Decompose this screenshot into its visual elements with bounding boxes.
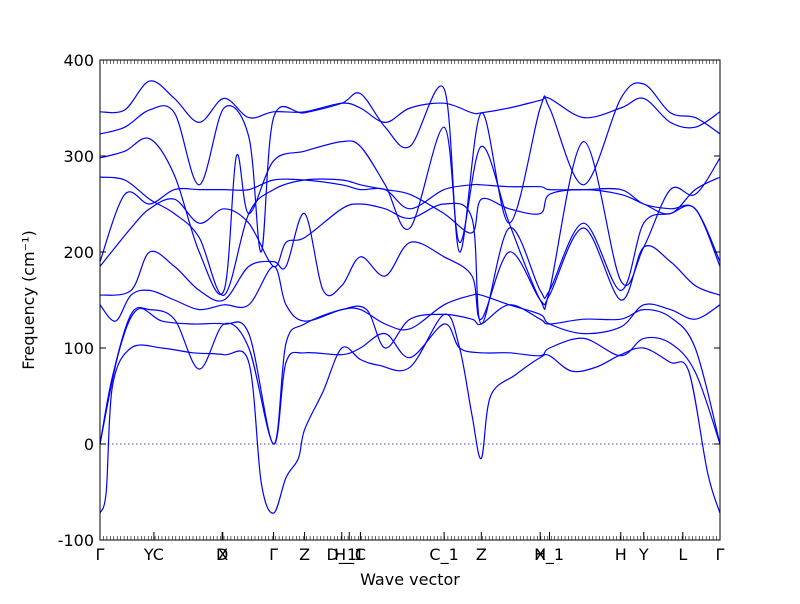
y-tick-label: 200: [63, 243, 94, 262]
x-tick-label: YC: [143, 545, 164, 564]
y-tick-label: 100: [63, 339, 94, 358]
y-tick-label: 400: [63, 51, 94, 70]
band-line-1: [99, 313, 721, 514]
y-tick-label: 0: [84, 435, 94, 454]
band-line-6: [99, 198, 721, 325]
series-layer: [99, 80, 721, 514]
x-tick-label: Y: [638, 545, 649, 564]
plot-background: [100, 60, 720, 540]
x-tick-label: C: [355, 545, 366, 564]
band-line-2: [99, 306, 721, 445]
x-tick-label: L: [678, 545, 687, 564]
x-tick-label: Z: [299, 545, 310, 564]
y-axis-label: Frequency (cm⁻¹): [19, 230, 38, 369]
x-tick-label: H: [615, 545, 627, 564]
x-axis: Γ YC DX Γ Z D_1H_1C C_1 Z HX_1 H Y L Γ: [96, 60, 725, 565]
band-line-8: [99, 176, 721, 296]
x-tick-label: Γ: [269, 545, 278, 564]
band-line-10: [99, 82, 721, 253]
y-axis: -100 0 100 200 300 400: [58, 51, 720, 550]
x-tick-label: C_1: [429, 545, 458, 565]
band-line-11: [99, 80, 721, 129]
x-tick-label: Γ: [96, 545, 105, 564]
x-tick-label: D: [216, 545, 228, 564]
x-tick-label: X_1: [535, 545, 564, 565]
x-tick-label: Γ: [716, 545, 725, 564]
x-axis-label: Wave vector: [360, 570, 460, 589]
band-line-5: [99, 212, 721, 320]
y-tick-label: -100: [58, 531, 94, 550]
band-line-4: [99, 265, 721, 335]
x-tick-label: H_1: [334, 545, 364, 565]
band-line-3: [99, 304, 721, 445]
x-tick-label: H: [534, 545, 546, 564]
x-tick-label: Z: [476, 545, 487, 564]
band-line-9: [99, 126, 721, 310]
y-tick-label: 300: [63, 147, 94, 166]
band-line-7: [99, 178, 721, 262]
x-tick-label: X: [217, 545, 228, 564]
plot-area: [100, 60, 720, 540]
x-tick-label: D_1: [327, 545, 358, 565]
